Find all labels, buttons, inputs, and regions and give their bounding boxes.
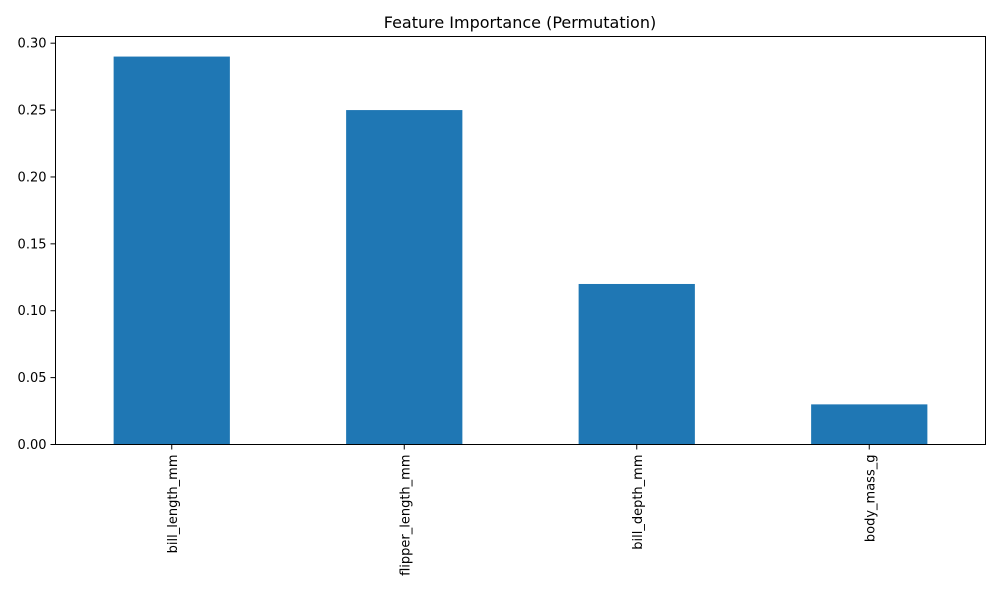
y-tick-label: 0.10: [18, 304, 47, 319]
y-tick-label: 0.05: [18, 371, 47, 386]
plot-frame: [55, 36, 986, 445]
bars-layer: [113, 56, 928, 445]
y-tick-label: 0.20: [18, 170, 47, 185]
chart-title: Feature Importance (Permutation): [384, 13, 656, 32]
bar-bill_depth_mm: [578, 283, 695, 445]
x-axis: bill_length_mm flipper_length_mm bill_dept…: [166, 444, 878, 576]
y-tick-label: 0.25: [18, 104, 47, 119]
y-tick-label: 0.30: [18, 37, 47, 52]
x-tick-label: flipper_length_mm: [398, 455, 413, 576]
y-tick-label: 0.15: [18, 237, 47, 252]
x-tick-label: body_mass_g: [863, 455, 878, 543]
bar-bill_length_mm: [113, 56, 230, 445]
bar-flipper_length_mm: [346, 110, 463, 445]
x-tick-label: bill_depth_mm: [631, 455, 646, 550]
bar-body_mass_g: [811, 404, 928, 445]
x-tick-label: bill_length_mm: [166, 455, 181, 554]
y-axis: 0.00 0.05 0.10 0.15 0.20 0.25 0.30: [18, 37, 56, 453]
y-tick-label: 0.00: [18, 438, 47, 453]
